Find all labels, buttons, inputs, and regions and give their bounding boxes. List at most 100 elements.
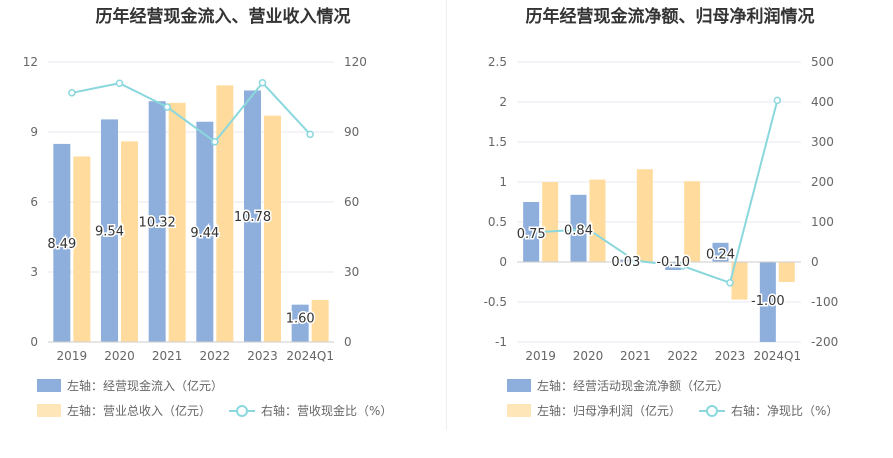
left-axis-tick-label: 9 bbox=[30, 125, 38, 139]
ratio-point bbox=[163, 103, 171, 111]
legend-swatch-line bbox=[699, 404, 726, 417]
data-label: 9.54 bbox=[95, 225, 124, 240]
legend-item-cash-revenue-ratio[interactable]: 右轴：营收现金比（%） bbox=[229, 402, 392, 419]
bar-primary bbox=[523, 202, 540, 262]
left-axis-tick-label: 0 bbox=[30, 335, 38, 349]
legend-item-net-profit[interactable]: 左轴：归母净利润（亿元） bbox=[507, 402, 681, 419]
x-axis-tick-label: 2024Q1 bbox=[754, 349, 802, 363]
ratio-point bbox=[258, 79, 267, 87]
bar-secondary bbox=[216, 85, 234, 342]
legend-row-1: 左轴：经营现金流入（亿元） bbox=[37, 377, 241, 394]
bar-secondary bbox=[636, 169, 653, 262]
right-axis-tick-label: 500 bbox=[811, 55, 834, 69]
ratio-point bbox=[584, 225, 592, 233]
bar-secondary bbox=[73, 156, 91, 342]
legend-swatch-line bbox=[229, 404, 256, 417]
ratio-point bbox=[726, 279, 734, 287]
chart-title: 历年经营现金流入、营业收入情况 bbox=[95, 7, 351, 27]
bar-secondary bbox=[731, 262, 748, 300]
right-axis-tick-label: 400 bbox=[811, 95, 834, 109]
left-axis-tick-label: -0.5 bbox=[484, 295, 507, 309]
left-axis-tick-label: 0.5 bbox=[488, 215, 507, 229]
legend-swatch-bar bbox=[37, 404, 61, 417]
right-axis-tick-label: 0 bbox=[344, 335, 352, 349]
right-axis-tick-label: 30 bbox=[344, 265, 359, 279]
left-axis-tick-label: 2 bbox=[499, 95, 507, 109]
left-axis-tick-label: 2.5 bbox=[488, 55, 507, 69]
x-axis-tick-label: 2020 bbox=[573, 349, 604, 363]
data-label: 10.32 bbox=[139, 216, 176, 231]
bar-primary bbox=[101, 119, 118, 343]
right-axis-tick-label: 0 bbox=[811, 255, 819, 269]
chart-title: 历年经营现金流净额、归母净利润情况 bbox=[525, 7, 815, 27]
bar-secondary bbox=[311, 300, 329, 342]
bar-secondary bbox=[168, 102, 186, 342]
legend-swatch-bar bbox=[507, 379, 531, 392]
x-axis-tick-label: 2024Q1 bbox=[286, 349, 334, 363]
bar-primary bbox=[617, 259, 634, 262]
right-axis-tick-label: 60 bbox=[344, 195, 359, 209]
legend-item-net-cashflow[interactable]: 左轴：经营活动现金流净额（亿元） bbox=[507, 377, 729, 394]
right-axis-tick-label: -200 bbox=[811, 335, 838, 349]
ratio-point bbox=[115, 79, 124, 87]
legend-item-cash-inflow[interactable]: 左轴：经营现金流入（亿元） bbox=[37, 377, 223, 394]
x-axis-tick-label: 2023 bbox=[247, 349, 278, 363]
left-axis-tick-label: 3 bbox=[30, 265, 38, 279]
bar-primary bbox=[665, 262, 682, 270]
left-axis-tick-label: -1 bbox=[495, 335, 507, 349]
x-axis-tick-label: 2019 bbox=[525, 349, 556, 363]
right-axis-tick-label: 300 bbox=[811, 135, 834, 149]
legend-label: 左轴：营业总收入（亿元） bbox=[67, 404, 212, 418]
x-axis-tick-label: 2021 bbox=[620, 349, 651, 363]
left-axis-tick-label: 12 bbox=[23, 55, 38, 69]
x-axis-tick-label: 2022 bbox=[200, 349, 231, 363]
bar-primary bbox=[759, 262, 776, 342]
data-label: 1.60 bbox=[286, 312, 315, 327]
ratio-point bbox=[306, 130, 314, 139]
right-axis-tick-label: 200 bbox=[811, 175, 834, 189]
x-axis-tick-label: 2022 bbox=[667, 349, 698, 363]
ratio-point bbox=[678, 262, 687, 270]
legend-label: 左轴：归母净利润（亿元） bbox=[537, 404, 682, 418]
bar-secondary bbox=[589, 179, 606, 262]
right-axis-tick-label: 120 bbox=[344, 55, 367, 69]
data-label: 0.84 bbox=[564, 223, 593, 238]
ratio-point bbox=[773, 96, 782, 105]
data-label: 0.03 bbox=[611, 255, 640, 270]
bar-primary bbox=[53, 143, 71, 342]
net-cashflow-profit-chart: -1 -0.5 0 0.5 1 1.5 2 2.5 -200 -100 0 100 200 300 400 5… bbox=[484, 55, 839, 363]
legend-swatch-bar bbox=[507, 404, 531, 417]
bar-primary bbox=[570, 194, 587, 262]
panel-divider bbox=[446, 0, 447, 430]
bar-secondary bbox=[121, 141, 138, 342]
legend-row-2: 左轴：归母净利润（亿元） 右轴：净现比（%） bbox=[507, 402, 856, 419]
data-label: 8.49 bbox=[47, 237, 76, 252]
bar-primary bbox=[291, 304, 309, 342]
legend-label: 左轴：经营现金流入（亿元） bbox=[67, 379, 224, 393]
right-axis-tick-label: 90 bbox=[344, 125, 359, 139]
data-label: 9.44 bbox=[190, 226, 219, 241]
bar-secondary bbox=[264, 115, 281, 343]
legend-label: 右轴：净现比（%） bbox=[731, 404, 839, 418]
ratio-point bbox=[211, 138, 219, 146]
legend-item-revenue[interactable]: 左轴：营业总收入（亿元） bbox=[37, 402, 211, 419]
legend-label: 左轴：经营活动现金流净额（亿元） bbox=[537, 379, 730, 393]
bar-secondary bbox=[778, 262, 795, 282]
legend-label: 右轴：营收现金比（%） bbox=[261, 404, 393, 418]
ratio-point bbox=[68, 89, 76, 97]
bar-primary bbox=[196, 121, 214, 342]
legend-item-net-cash-ratio[interactable]: 右轴：净现比（%） bbox=[699, 402, 838, 419]
net-cashflow-profit-panel: 历年经营现金流净额、归母净利润情况 -1 -0.5 0 0.5 1 1.5 2 2.5 -200… bbox=[447, 0, 893, 458]
x-axis-tick-label: 2019 bbox=[57, 349, 88, 363]
bar-secondary bbox=[684, 181, 701, 262]
bar-secondary bbox=[542, 182, 559, 262]
legend-row-1: 左轴：经营活动现金流净额（亿元） bbox=[507, 377, 747, 394]
bar-primary bbox=[244, 90, 261, 342]
ratio-line bbox=[71, 81, 311, 144]
right-axis-tick-label: 100 bbox=[811, 215, 834, 229]
x-axis-tick-label: 2023 bbox=[715, 349, 746, 363]
bar-primary bbox=[712, 242, 729, 262]
data-label: -0.10 bbox=[656, 255, 690, 270]
left-axis-tick-label: 6 bbox=[30, 195, 38, 209]
